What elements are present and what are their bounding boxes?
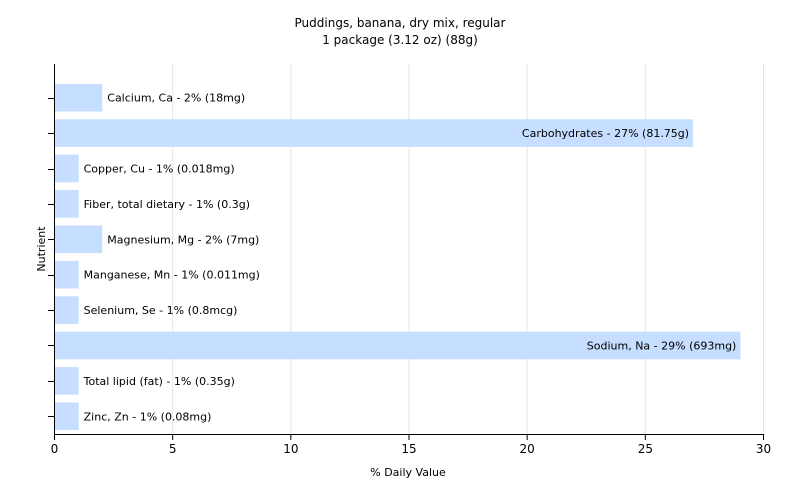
bar — [55, 260, 79, 289]
bar — [55, 331, 741, 360]
bar — [55, 190, 79, 218]
bar — [55, 154, 79, 183]
x-axis-label: % Daily Value — [370, 466, 446, 479]
x-tick-label: 15 — [401, 442, 416, 456]
bar — [55, 83, 103, 112]
bar-label: Copper, Cu - 1% (0.018mg) — [84, 163, 235, 176]
bars: Calcium, Ca - 2% (18mg) Carbohydrates - 2… — [55, 83, 741, 431]
x-tick-label: 20 — [520, 442, 535, 456]
bar-label: Calcium, Ca - 2% (18mg) — [107, 92, 245, 105]
x-tick-label: 0 — [51, 442, 59, 456]
bar — [55, 367, 79, 395]
bar-label: Selenium, Se - 1% (0.8mcg) — [84, 304, 238, 317]
x-tick-label: 25 — [638, 442, 653, 456]
bar — [55, 225, 103, 254]
bar — [55, 296, 79, 324]
x-tick-label: 10 — [283, 442, 298, 456]
chart-title: Puddings, banana, dry mix, regular — [295, 16, 506, 30]
bar-label: Total lipid (fat) - 1% (0.35g) — [83, 375, 235, 388]
axes: 0 5 10 15 20 25 30 — [48, 64, 771, 456]
x-tick-label: 5 — [169, 442, 177, 456]
bar — [55, 402, 79, 431]
bar-label: Zinc, Zn - 1% (0.08mg) — [84, 410, 212, 423]
bar-label: Carbohydrates - 27% (81.75g) — [522, 127, 689, 140]
chart-subtitle: 1 package (3.12 oz) (88g) — [322, 33, 478, 47]
bar — [55, 119, 694, 147]
bar-label: Sodium, Na - 29% (693mg) — [587, 340, 737, 353]
bar-label: Manganese, Mn - 1% (0.011mg) — [84, 269, 260, 282]
y-axis-label: Nutrient — [35, 226, 48, 272]
x-tick-label: 30 — [756, 442, 771, 456]
bar-label: Magnesium, Mg - 2% (7mg) — [107, 233, 259, 246]
bar-label: Fiber, total dietary - 1% (0.3g) — [84, 198, 250, 211]
